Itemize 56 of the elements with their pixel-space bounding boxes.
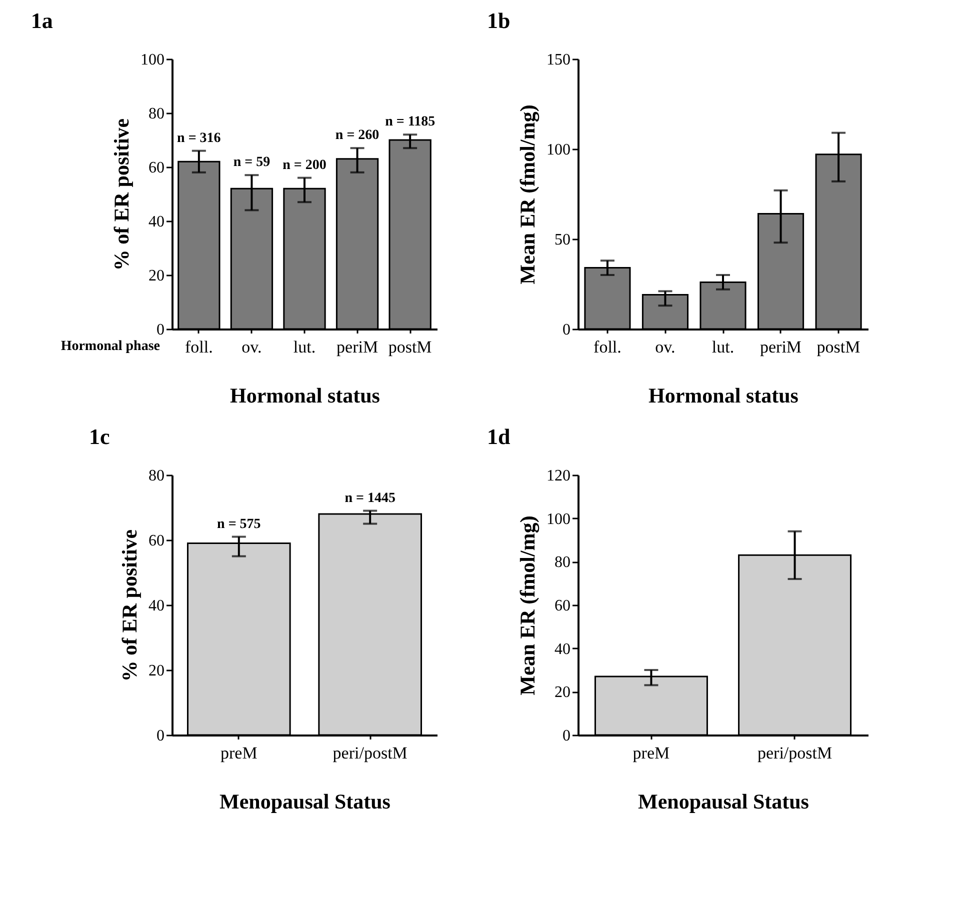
y-tick-label: 20 <box>554 684 570 702</box>
y-tick-label: 100 <box>140 52 164 68</box>
x-tick-label: foll. <box>184 338 213 356</box>
x-axis-title: Menopausal Status <box>638 790 809 814</box>
y-tick-label: 60 <box>554 598 570 614</box>
x-tick-label: periM <box>760 338 802 356</box>
y-tick-label: 100 <box>546 142 570 158</box>
annotation: n = 1185 <box>385 114 436 130</box>
y-tick-label: 0 <box>156 728 164 744</box>
y-tick-label: 120 <box>546 468 570 484</box>
x-tick-label: foll. <box>594 338 622 356</box>
annotation: n = 260 <box>335 128 380 144</box>
y-tick-label: 40 <box>148 214 164 230</box>
annotation: n = 316 <box>177 130 221 146</box>
x-tick-label: preM <box>220 744 258 762</box>
x-axis-title: Hormonal status <box>648 384 798 408</box>
y-tick-label: 0 <box>156 322 164 338</box>
y-tick-label: 100 <box>546 510 570 528</box>
x-tick-label: peri/postM <box>757 744 832 762</box>
x-tick-label: ov. <box>655 338 676 356</box>
y-axis-title: % of ER positive <box>118 529 142 682</box>
annotation: n = 1445 <box>344 490 396 506</box>
x-tick-label: periM <box>336 338 378 356</box>
text: Hormonal phase <box>60 339 160 354</box>
y-tick-label: 60 <box>148 532 164 550</box>
chart-title: 1b <box>487 8 510 33</box>
y-tick-label: 150 <box>546 52 570 68</box>
y-tick-label: 0 <box>562 322 570 338</box>
x-axis-title: Menopausal Status <box>220 790 390 814</box>
y-tick-label: 80 <box>148 106 164 122</box>
x-tick-label: lut. <box>293 338 316 356</box>
annotation: n = 575 <box>217 516 261 532</box>
y-axis-title: Mean ER (fmol/mg) <box>516 104 540 284</box>
y-tick-label: 0 <box>562 728 570 744</box>
y-tick-label: 20 <box>148 268 164 284</box>
x-tick-label: peri/postM <box>332 744 408 762</box>
x-tick-label: lut. <box>712 338 734 356</box>
annotation: n = 200 <box>282 158 326 173</box>
chart-title: 1c <box>89 424 110 449</box>
x-tick-label: ov. <box>242 338 262 356</box>
y-tick-label: 80 <box>148 468 164 484</box>
y-tick-label: 40 <box>554 640 570 658</box>
x-tick-label: postM <box>388 338 432 356</box>
x-tick-label: preM <box>632 744 670 762</box>
y-tick-label: 40 <box>148 598 164 614</box>
annotation: n = 59 <box>233 155 270 170</box>
y-axis-title: % of ER positive <box>110 118 134 271</box>
chart-title: 1a <box>30 8 53 33</box>
y-tick-label: 80 <box>554 554 570 572</box>
y-tick-label: 50 <box>554 232 570 248</box>
x-tick-label: postM <box>816 338 860 356</box>
y-tick-label: 60 <box>148 160 164 176</box>
y-tick-label: 20 <box>148 662 164 680</box>
x-axis-title: Hormonal status <box>230 384 380 408</box>
y-axis-title: Mean ER (fmol/mg) <box>516 516 540 696</box>
chart-title: 1d <box>487 424 510 449</box>
